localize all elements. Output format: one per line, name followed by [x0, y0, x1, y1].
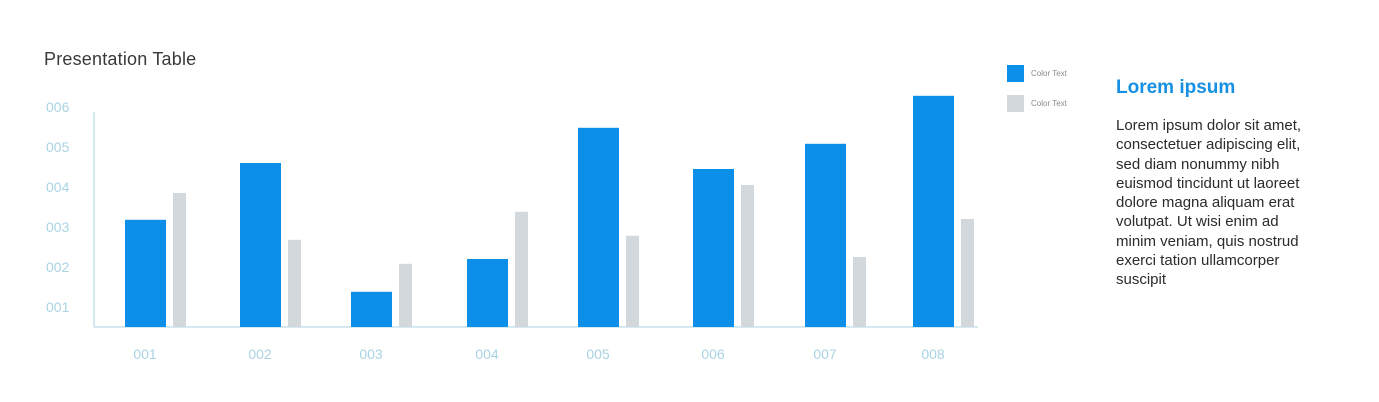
- bar-series2-006: [741, 185, 754, 327]
- y-tick-label: 004: [46, 179, 70, 195]
- bar-series2-001: [173, 193, 186, 327]
- bar-series2-007: [853, 257, 866, 327]
- y-tick-label: 003: [46, 219, 70, 235]
- bar-series1-002: [240, 163, 281, 327]
- x-tick-label: 004: [475, 346, 499, 362]
- bar-series1-007: [805, 143, 846, 327]
- bar-series1-008: [913, 95, 954, 327]
- y-tick-label: 001: [46, 299, 70, 315]
- x-tick-label: 001: [133, 346, 157, 362]
- legend-label-1: Color Text: [1031, 68, 1067, 78]
- legend-item-1: Color Text: [1007, 64, 1067, 82]
- y-tick-label: 006: [46, 99, 70, 115]
- bar-series1-004: [467, 259, 508, 327]
- y-tick-label: 002: [46, 259, 70, 275]
- x-tick-label: 006: [701, 346, 725, 362]
- bar-series1-003: [351, 291, 392, 327]
- x-tick-label: 003: [359, 346, 383, 362]
- bar-series1-001: [125, 219, 166, 327]
- x-tick-label: 002: [248, 346, 272, 362]
- legend-swatch-2: [1007, 94, 1024, 112]
- chart-legend: Color Text Color Text: [1007, 64, 1067, 124]
- x-tick-label: 005: [586, 346, 610, 362]
- bar-series1-006: [693, 169, 734, 327]
- side-heading: Lorem ipsum: [1116, 77, 1236, 98]
- bar-series2-003: [399, 263, 412, 327]
- legend-swatch-1: [1007, 64, 1024, 82]
- bar-series2-004: [515, 211, 528, 327]
- x-tick-label: 008: [921, 346, 945, 362]
- bar-series2-008: [961, 219, 974, 327]
- bar-series2-005: [626, 235, 639, 327]
- bar-series2-002: [288, 239, 301, 327]
- bar-chart: 001 002 003 004 005 006 001 002 003 004 005 006 007 0…: [46, 95, 978, 362]
- side-panel: Lorem ipsum Lorem ipsum dolor sit amet, …: [1116, 77, 1346, 290]
- y-tick-label: 005: [46, 139, 70, 155]
- bar-series1-005: [578, 127, 619, 327]
- x-tick-label: 007: [813, 346, 837, 362]
- legend-item-2: Color Text: [1007, 94, 1067, 112]
- chart-title: Presentation Table: [44, 49, 197, 69]
- side-body-text: Lorem ipsum dolor sit amet, consectetuer…: [1116, 117, 1302, 289]
- legend-label-2: Color Text: [1031, 98, 1067, 108]
